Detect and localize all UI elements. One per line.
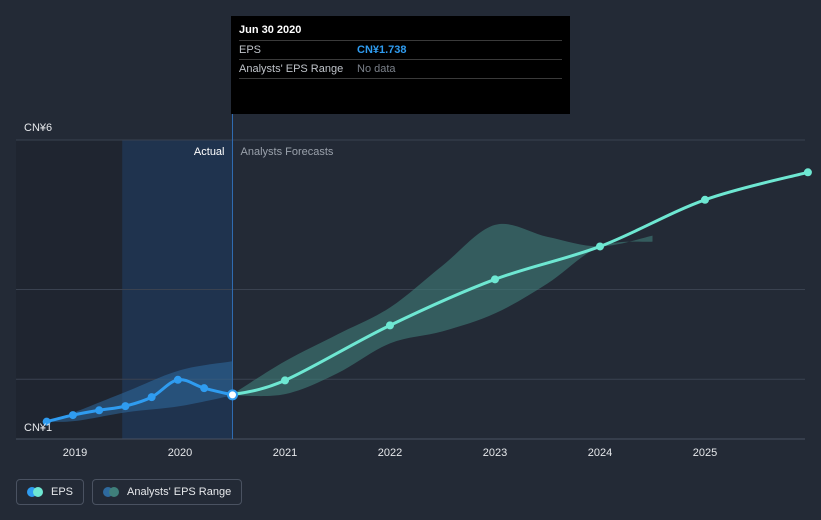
range-legend-icon <box>103 487 120 497</box>
tooltip-range-row: Analysts' EPS Range No data <box>239 59 562 79</box>
forecast-eps-point <box>803 168 812 177</box>
actual-eps-point <box>200 384 209 393</box>
y-tick-label: CN¥1 <box>24 422 52 434</box>
tooltip-eps-label: EPS <box>239 44 262 56</box>
tooltip-eps-row: EPS CN¥1.738 <box>239 40 562 59</box>
actual-eps-point <box>173 375 182 384</box>
chart-legend: EPS Analysts' EPS Range <box>16 479 243 505</box>
forecast-eps-point <box>596 242 604 251</box>
x-tick-label: 2024 <box>588 447 612 459</box>
eps-points <box>42 168 812 426</box>
x-tick-label: 2020 <box>168 447 192 459</box>
tooltip-range-value: No data <box>357 63 396 75</box>
forecast-eps-point <box>281 376 289 385</box>
eps-legend-icon <box>27 487 43 497</box>
actual-eps-point <box>147 393 156 402</box>
x-tick-label: 2025 <box>693 447 717 459</box>
actual-eps-point <box>68 411 77 420</box>
forecast-eps-point <box>701 195 709 204</box>
x-tick-label: 2023 <box>483 447 507 459</box>
tooltip-eps-value: CN¥1.738 <box>357 44 407 56</box>
tooltip-range-label: Analysts' EPS Range <box>239 63 344 75</box>
tooltip-date: Jun 30 2020 <box>239 24 302 36</box>
legend-eps-toggle[interactable]: EPS <box>16 479 85 505</box>
selected-eps-point <box>227 389 238 401</box>
forecast-eps-point <box>491 275 499 284</box>
axis-labels: CN¥6 CN¥1 2019 2020 2021 2022 2023 2024 2025 Actu… <box>24 122 717 459</box>
actual-eps-range-area <box>46 361 233 422</box>
x-tick-label: 2022 <box>378 447 402 459</box>
legend-range-toggle[interactable]: Analysts' EPS Range <box>92 479 243 505</box>
actual-eps-point <box>121 402 130 411</box>
actual-eps-point <box>42 417 51 426</box>
forecast-region-label: Analysts Forecasts <box>241 146 334 158</box>
legend-eps-label: EPS <box>51 486 74 498</box>
y-tick-label: CN¥6 <box>24 122 52 134</box>
actual-eps-point <box>95 406 104 415</box>
x-tick-label: 2021 <box>273 447 297 459</box>
legend-range-label: Analysts' EPS Range <box>127 486 232 498</box>
actual-region-label: Actual <box>194 146 225 158</box>
x-tick-label: 2019 <box>63 447 87 459</box>
eps-tooltip: Jun 30 2020 EPS CN¥1.738 Analysts' EPS R… <box>231 16 570 114</box>
forecast-eps-point <box>386 321 394 330</box>
